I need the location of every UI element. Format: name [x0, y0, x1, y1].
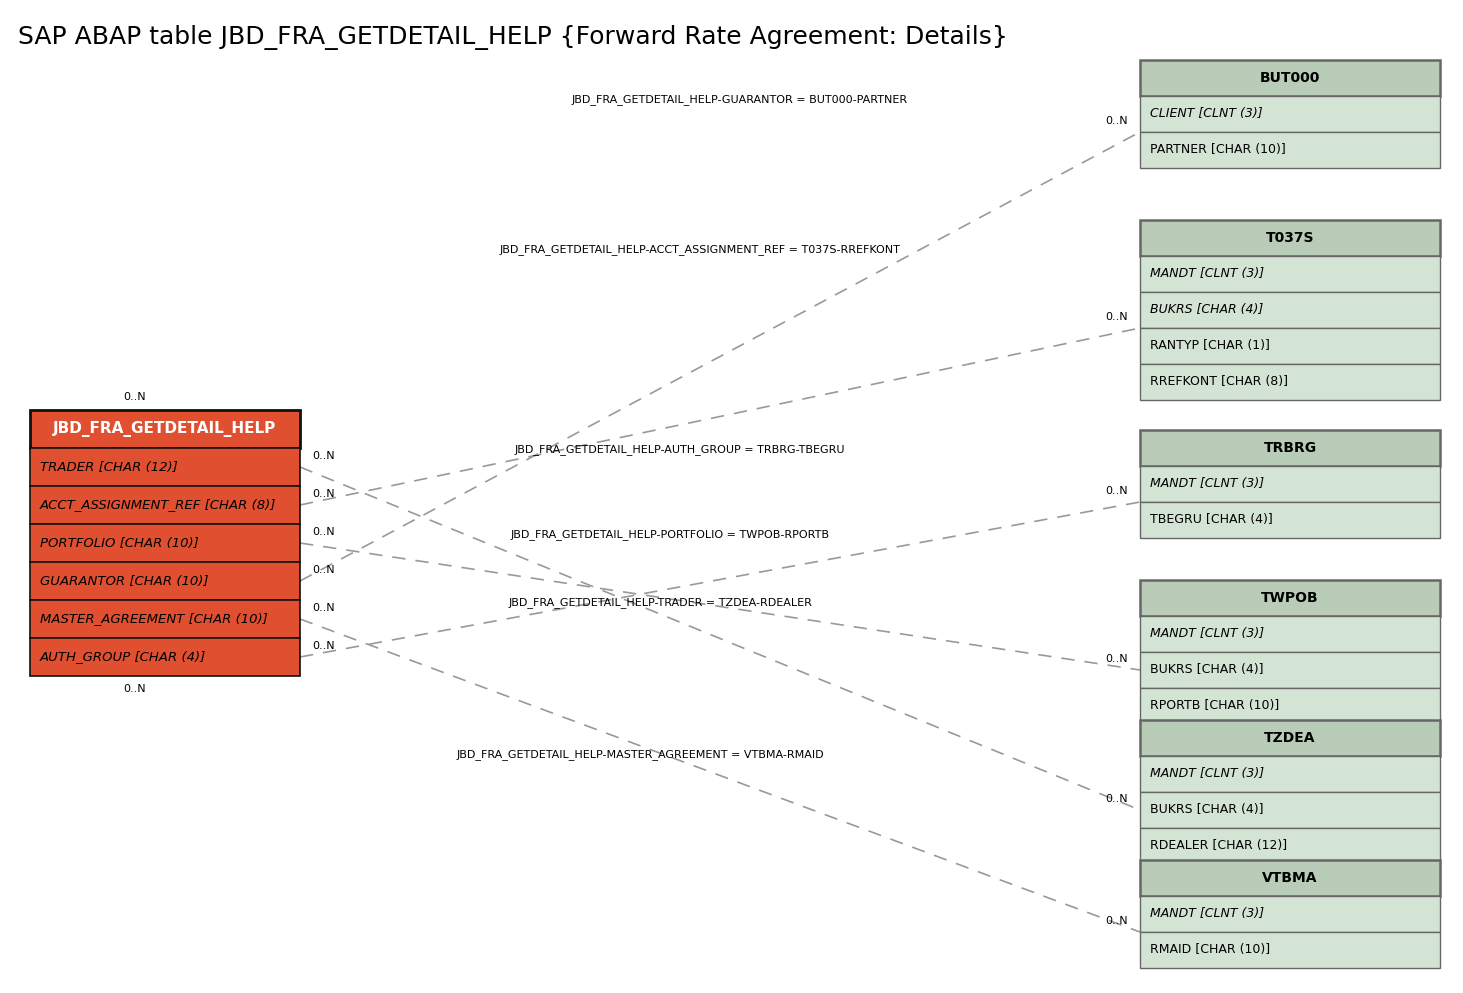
- Bar: [1140, 96, 1440, 132]
- Text: JBD_FRA_GETDETAIL_HELP-GUARANTOR = BUT000-PARTNER: JBD_FRA_GETDETAIL_HELP-GUARANTOR = BUT00…: [572, 94, 909, 105]
- Text: 0..N: 0..N: [312, 641, 335, 651]
- Bar: [1140, 580, 1440, 616]
- Text: TBEGRU [CHAR (4)]: TBEGRU [CHAR (4)]: [1150, 513, 1273, 526]
- Bar: [1140, 364, 1440, 400]
- Bar: [1140, 688, 1440, 724]
- Text: PARTNER [CHAR (10)]: PARTNER [CHAR (10)]: [1150, 144, 1286, 157]
- Text: T037S: T037S: [1265, 231, 1314, 245]
- Text: BUKRS [CHAR (4)]: BUKRS [CHAR (4)]: [1150, 803, 1264, 816]
- Bar: [31, 638, 300, 676]
- Text: 0..N: 0..N: [312, 451, 335, 461]
- Text: 0..N: 0..N: [1106, 312, 1128, 322]
- Text: 0..N: 0..N: [1106, 116, 1128, 126]
- Text: BUKRS [CHAR (4)]: BUKRS [CHAR (4)]: [1150, 663, 1264, 676]
- Text: JBD_FRA_GETDETAIL_HELP-TRADER = TZDEA-RDEALER: JBD_FRA_GETDETAIL_HELP-TRADER = TZDEA-RD…: [508, 597, 812, 608]
- Text: TWPOB: TWPOB: [1261, 591, 1318, 605]
- Text: 0..N: 0..N: [312, 603, 335, 613]
- Text: CLIENT [CLNT (3)]: CLIENT [CLNT (3)]: [1150, 107, 1263, 120]
- Bar: [1140, 220, 1440, 256]
- Text: TRADER [CHAR (12)]: TRADER [CHAR (12)]: [40, 461, 177, 474]
- Text: BUKRS [CHAR (4)]: BUKRS [CHAR (4)]: [1150, 304, 1263, 317]
- Bar: [1140, 430, 1440, 466]
- Text: MANDT [CLNT (3)]: MANDT [CLNT (3)]: [1150, 478, 1264, 491]
- Bar: [1140, 292, 1440, 328]
- Text: JBD_FRA_GETDETAIL_HELP-PORTFOLIO = TWPOB-RPORTB: JBD_FRA_GETDETAIL_HELP-PORTFOLIO = TWPOB…: [511, 529, 830, 540]
- Text: MASTER_AGREEMENT [CHAR (10)]: MASTER_AGREEMENT [CHAR (10)]: [40, 613, 268, 626]
- Bar: [1140, 132, 1440, 168]
- Text: JBD_FRA_GETDETAIL_HELP: JBD_FRA_GETDETAIL_HELP: [53, 421, 277, 437]
- Bar: [31, 524, 300, 562]
- Text: 0..N: 0..N: [1106, 654, 1128, 664]
- Text: RPORTB [CHAR (10)]: RPORTB [CHAR (10)]: [1150, 699, 1279, 713]
- Text: TRBRG: TRBRG: [1264, 441, 1317, 455]
- Text: JBD_FRA_GETDETAIL_HELP-MASTER_AGREEMENT = VTBMA-RMAID: JBD_FRA_GETDETAIL_HELP-MASTER_AGREEMENT …: [456, 749, 824, 760]
- Text: JBD_FRA_GETDETAIL_HELP-AUTH_GROUP = TRBRG-TBEGRU: JBD_FRA_GETDETAIL_HELP-AUTH_GROUP = TRBR…: [515, 444, 846, 455]
- Bar: [1140, 756, 1440, 792]
- Text: 0..N: 0..N: [1106, 794, 1128, 804]
- Text: JBD_FRA_GETDETAIL_HELP-ACCT_ASSIGNMENT_REF = T037S-RREFKONT: JBD_FRA_GETDETAIL_HELP-ACCT_ASSIGNMENT_R…: [499, 244, 900, 255]
- Bar: [1140, 792, 1440, 828]
- Bar: [1140, 860, 1440, 896]
- Bar: [31, 562, 300, 600]
- Text: 0..N: 0..N: [312, 489, 335, 499]
- Bar: [31, 448, 300, 486]
- Bar: [1140, 896, 1440, 932]
- Bar: [31, 600, 300, 638]
- Text: PORTFOLIO [CHAR (10)]: PORTFOLIO [CHAR (10)]: [40, 536, 199, 549]
- Bar: [1140, 466, 1440, 502]
- Text: 0..N: 0..N: [124, 684, 146, 694]
- Bar: [1140, 328, 1440, 364]
- Bar: [1140, 502, 1440, 538]
- Text: VTBMA: VTBMA: [1263, 871, 1318, 885]
- Text: TZDEA: TZDEA: [1264, 731, 1315, 745]
- Text: MANDT [CLNT (3)]: MANDT [CLNT (3)]: [1150, 908, 1264, 921]
- Text: GUARANTOR [CHAR (10)]: GUARANTOR [CHAR (10)]: [40, 575, 209, 588]
- Bar: [31, 486, 300, 524]
- Bar: [31, 410, 300, 448]
- Bar: [1140, 60, 1440, 96]
- Text: RDEALER [CHAR (12)]: RDEALER [CHAR (12)]: [1150, 839, 1287, 853]
- Text: SAP ABAP table JBD_FRA_GETDETAIL_HELP {Forward Rate Agreement: Details}: SAP ABAP table JBD_FRA_GETDETAIL_HELP {F…: [18, 26, 1008, 51]
- Bar: [1140, 652, 1440, 688]
- Text: 0..N: 0..N: [312, 565, 335, 575]
- Bar: [1140, 932, 1440, 968]
- Bar: [1140, 256, 1440, 292]
- Text: 0..N: 0..N: [1106, 916, 1128, 926]
- Text: AUTH_GROUP [CHAR (4)]: AUTH_GROUP [CHAR (4)]: [40, 650, 206, 663]
- Text: MANDT [CLNT (3)]: MANDT [CLNT (3)]: [1150, 768, 1264, 780]
- Text: RANTYP [CHAR (1)]: RANTYP [CHAR (1)]: [1150, 340, 1270, 353]
- Text: 0..N: 0..N: [124, 392, 146, 402]
- Text: 0..N: 0..N: [312, 527, 335, 537]
- Text: RREFKONT [CHAR (8)]: RREFKONT [CHAR (8)]: [1150, 375, 1287, 388]
- Bar: [1140, 720, 1440, 756]
- Text: RMAID [CHAR (10)]: RMAID [CHAR (10)]: [1150, 943, 1270, 956]
- Text: BUT000: BUT000: [1260, 71, 1320, 85]
- Text: MANDT [CLNT (3)]: MANDT [CLNT (3)]: [1150, 267, 1264, 280]
- Text: MANDT [CLNT (3)]: MANDT [CLNT (3)]: [1150, 628, 1264, 640]
- Bar: [1140, 828, 1440, 864]
- Text: 0..N: 0..N: [1106, 486, 1128, 496]
- Text: ACCT_ASSIGNMENT_REF [CHAR (8)]: ACCT_ASSIGNMENT_REF [CHAR (8)]: [40, 498, 277, 511]
- Bar: [1140, 616, 1440, 652]
